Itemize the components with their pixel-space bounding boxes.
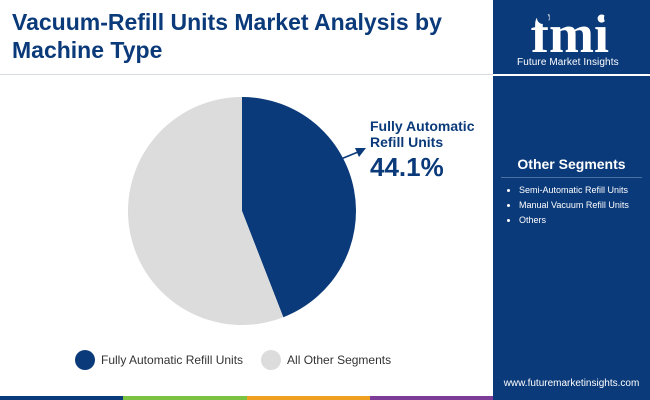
other-segments-title: Other Segments	[517, 156, 626, 172]
fmi-logo-icon: fmi	[531, 4, 616, 56]
pie-slices	[127, 97, 356, 325]
legend-label: Fully Automatic Refill Units	[101, 353, 244, 367]
legend: Fully Automatic Refill Units All Other S…	[75, 350, 409, 370]
pie-chart	[127, 97, 366, 325]
title-divider	[0, 74, 493, 75]
pie-slice-fully-automatic	[242, 97, 356, 318]
other-segments-list: Semi-Automatic Refill Units Manual Vacuu…	[505, 183, 629, 228]
segment-item: Others	[505, 213, 629, 228]
segment-item: Semi-Automatic Refill Units	[505, 183, 629, 198]
legend-swatch	[75, 350, 95, 370]
bar-segment-1	[0, 396, 124, 400]
legend-item-other: All Other Segments	[261, 350, 391, 370]
legend-label: All Other Segments	[287, 353, 392, 367]
bar-segment-4	[369, 396, 493, 400]
segment-item: Manual Vacuum Refill Units	[505, 198, 629, 213]
logo: fmi Future Market Insights	[493, 0, 650, 74]
callout-arrow	[340, 148, 366, 160]
legend-swatch	[261, 350, 282, 370]
bar-segment-2	[123, 396, 247, 400]
website-url: www.futuremarketinsights.com	[503, 378, 640, 389]
pie-slice-other-segments	[127, 97, 284, 325]
bar-segment-3	[246, 396, 370, 400]
callout-value: 44.1%	[370, 152, 444, 182]
panel-divider	[493, 74, 650, 76]
logo-wordmark: fmi	[531, 4, 609, 56]
bottom-color-bar	[0, 396, 493, 400]
chart-title: Vacuum-Refill Units Market Analysis by M…	[12, 9, 442, 63]
legend-item-fully-automatic: Fully Automatic Refill Units	[75, 350, 243, 370]
segments-rule	[501, 177, 642, 178]
callout-label: Fully Automatic Refill Units	[370, 118, 475, 150]
right-panel: fmi Future Market Insights Other Segment…	[493, 0, 650, 400]
logo-caption: Future Market Insights	[517, 57, 619, 68]
